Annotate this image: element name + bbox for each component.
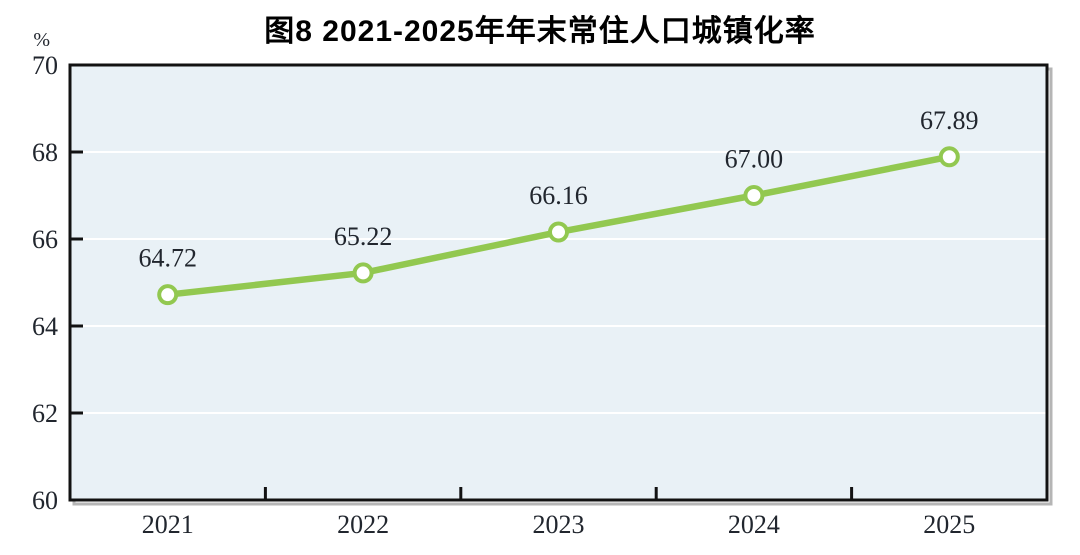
y-axis-tick-label: 60 (32, 486, 58, 515)
y-axis-tick-label: 70 (32, 51, 58, 80)
y-axis-unit-label: % (33, 29, 50, 51)
y-axis-tick-label: 62 (32, 399, 58, 428)
value-label: 67.89 (920, 106, 979, 135)
data-point-marker (352, 262, 374, 284)
x-axis-category-label: 2023 (533, 510, 585, 539)
x-axis-category-label: 2022 (337, 510, 389, 539)
chart-title: 图8 2021-2025年年末常住人口城镇化率 (264, 15, 816, 48)
value-label: 67.00 (725, 145, 784, 174)
x-axis-category-label: 2024 (728, 510, 780, 539)
data-point-marker (743, 185, 765, 206)
data-point-marker (157, 284, 179, 306)
data-point-marker (548, 221, 569, 243)
y-axis-tick-label: 68 (32, 138, 58, 167)
value-label: 66.16 (529, 181, 588, 210)
value-label: 65.22 (334, 222, 393, 251)
plot-frame (68, 63, 1049, 502)
plot-background (70, 65, 1047, 500)
data-point-marker (938, 146, 960, 168)
y-axis-tick-label: 66 (32, 225, 58, 254)
x-axis-category-label: 2025 (923, 510, 975, 539)
y-axis-tick-label: 64 (32, 312, 58, 341)
value-label: 64.72 (138, 244, 197, 273)
x-axis-category-label: 2021 (142, 510, 194, 539)
